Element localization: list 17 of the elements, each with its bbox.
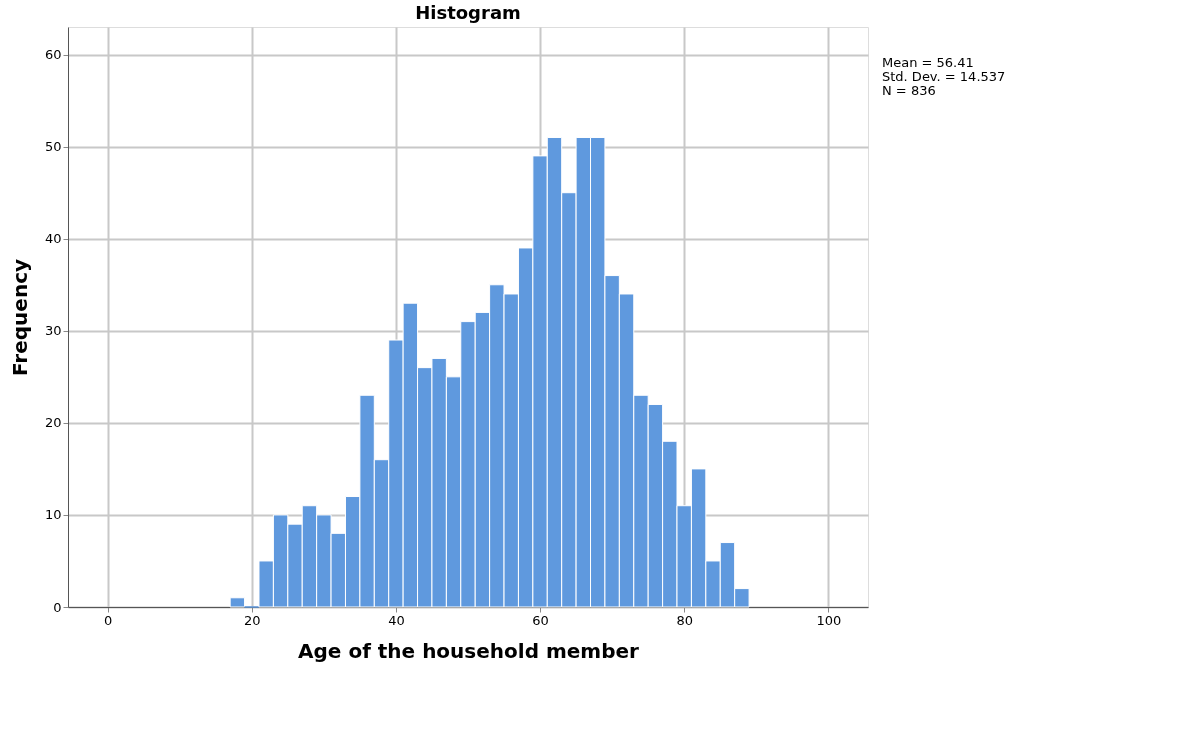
x-tick-label: 60 xyxy=(532,612,549,628)
x-tick-label: 20 xyxy=(244,612,261,628)
x-tick-label: 0 xyxy=(104,612,113,628)
chart-title: Histogram xyxy=(415,2,521,23)
x-tick-label: 100 xyxy=(816,612,842,628)
y-tick-label: 30 xyxy=(44,323,62,339)
y-tick-label: 20 xyxy=(44,415,62,431)
x-axis-title: Age of the household member xyxy=(298,638,640,663)
y-tick-label: 60 xyxy=(44,47,62,63)
x-tick-label: 80 xyxy=(676,612,693,628)
text: Mean = 56.41 Std. Dev. = 14.537 N = 836 xyxy=(882,55,1006,98)
y-tick-label: 10 xyxy=(44,507,62,523)
x-tick-label: 40 xyxy=(388,612,405,628)
y-tick-label: 50 xyxy=(44,139,62,155)
y-tick-label: 40 xyxy=(44,231,62,247)
y-tick-label: 0 xyxy=(53,599,62,615)
y-axis-title: Frequency xyxy=(7,258,32,377)
